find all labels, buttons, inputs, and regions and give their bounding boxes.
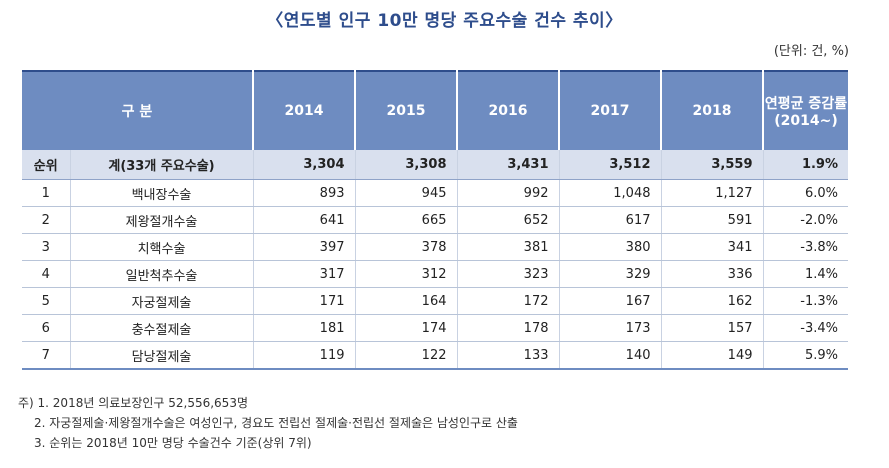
value-2016-cell: 172	[457, 287, 560, 315]
table-row: 6 충수절제술 181 174 178 173 157 -3.4%	[22, 314, 848, 342]
surgery-name-cell: 담낭절제술	[70, 341, 254, 370]
value-2016-cell: 652	[457, 206, 560, 234]
table-title: 〈연도별 인구 10만 명당 주요수술 건수 추이〉	[266, 11, 623, 31]
value-2015-cell: 378	[355, 233, 458, 261]
value-2016-cell: 178	[457, 314, 560, 342]
rank-cell: 5	[22, 287, 71, 315]
rank-cell: 3	[22, 233, 71, 261]
rank-cell: 1	[22, 179, 71, 207]
total-2018-cell: 3,559	[661, 150, 764, 180]
rank-cell: 4	[22, 260, 71, 288]
value-2018-cell: 336	[661, 260, 764, 288]
table-row: 2 제왕절개수술 641 665 652 617 591 -2.0%	[22, 206, 848, 234]
value-2017-cell: 140	[559, 341, 662, 370]
value-2015-cell: 312	[355, 260, 458, 288]
value-2016-cell: 381	[457, 233, 560, 261]
value-2014-cell: 317	[253, 260, 356, 288]
header-year-2015: 2015	[355, 71, 458, 150]
header-category: 구 분	[22, 71, 254, 150]
value-2018-cell: 591	[661, 206, 764, 234]
surgery-name-cell: 자궁절제술	[70, 287, 254, 315]
surgery-name-cell: 일반척추수술	[70, 260, 254, 288]
value-2015-cell: 945	[355, 179, 458, 207]
header-year-2017: 2017	[559, 71, 662, 150]
value-2017-cell: 617	[559, 206, 662, 234]
value-2014-cell: 171	[253, 287, 356, 315]
value-2017-cell: 1,048	[559, 179, 662, 207]
value-2016-cell: 323	[457, 260, 560, 288]
header-growth-rate: 연평균 증감률 (2014~)	[763, 71, 848, 150]
value-2018-cell: 162	[661, 287, 764, 315]
value-2018-cell: 1,127	[661, 179, 764, 207]
table-row: 1 백내장수술 893 945 992 1,048 1,127 6.0%	[22, 179, 848, 207]
table-row: 3 치핵수술 397 378 381 380 341 -3.8%	[22, 233, 848, 261]
surgery-name-cell: 치핵수술	[70, 233, 254, 261]
rank-header-cell: 순위	[22, 150, 71, 180]
table-row: 7 담낭절제술 119 122 133 140 149 5.9%	[22, 341, 848, 370]
table-row: 4 일반척추수술 317 312 323 329 336 1.4%	[22, 260, 848, 288]
surgery-name-cell: 충수절제술	[70, 314, 254, 342]
header-year-2016: 2016	[457, 71, 560, 150]
surgery-name-cell: 백내장수술	[70, 179, 254, 207]
growth-cell: -2.0%	[763, 206, 848, 234]
header-growth-rate-line1: 연평균 증감률	[764, 96, 848, 112]
value-2016-cell: 133	[457, 341, 560, 370]
value-2017-cell: 329	[559, 260, 662, 288]
growth-cell: 6.0%	[763, 179, 848, 207]
value-2014-cell: 641	[253, 206, 356, 234]
total-2015-cell: 3,308	[355, 150, 458, 180]
value-2014-cell: 181	[253, 314, 356, 342]
footnote-1: 주) 1. 2018년 의료보장인구 52,556,653명	[18, 396, 248, 410]
surgery-stats-table: 구 분 2014 2015 2016 2017 2018 연평균 증감률 (20…	[22, 70, 848, 370]
value-2017-cell: 173	[559, 314, 662, 342]
header-year-2014: 2014	[253, 71, 356, 150]
value-2014-cell: 893	[253, 179, 356, 207]
footnotes: 주) 1. 2018년 의료보장인구 52,556,653명 2. 자궁절제술·…	[18, 393, 518, 453]
value-2017-cell: 167	[559, 287, 662, 315]
rank-cell: 7	[22, 341, 71, 370]
value-2015-cell: 122	[355, 341, 458, 370]
total-2016-cell: 3,431	[457, 150, 560, 180]
growth-cell: -3.8%	[763, 233, 848, 261]
rank-cell: 6	[22, 314, 71, 342]
value-2015-cell: 164	[355, 287, 458, 315]
growth-cell: -1.3%	[763, 287, 848, 315]
value-2014-cell: 397	[253, 233, 356, 261]
growth-cell: -3.4%	[763, 314, 848, 342]
total-growth-cell: 1.9%	[763, 150, 848, 180]
header-year-2018: 2018	[661, 71, 764, 150]
growth-cell: 5.9%	[763, 341, 848, 370]
total-row: 순위 계(33개 주요수술) 3,304 3,308 3,431 3,512 3…	[22, 150, 848, 180]
growth-cell: 1.4%	[763, 260, 848, 288]
total-2014-cell: 3,304	[253, 150, 356, 180]
header-growth-rate-line2: (2014~)	[774, 113, 838, 129]
value-2015-cell: 665	[355, 206, 458, 234]
total-label-cell: 계(33개 주요수술)	[70, 150, 254, 180]
footnote-3: 3. 순위는 2018년 10만 명당 수술건수 기준(상위 7위)	[34, 436, 312, 450]
value-2016-cell: 992	[457, 179, 560, 207]
surgery-name-cell: 제왕절개수술	[70, 206, 254, 234]
value-2017-cell: 380	[559, 233, 662, 261]
value-2014-cell: 119	[253, 341, 356, 370]
value-2018-cell: 149	[661, 341, 764, 370]
rank-cell: 2	[22, 206, 71, 234]
value-2015-cell: 174	[355, 314, 458, 342]
header-row: 구 분 2014 2015 2016 2017 2018 연평균 증감률 (20…	[22, 71, 848, 150]
total-2017-cell: 3,512	[559, 150, 662, 180]
footnote-2: 2. 자궁절제술·제왕절개수술은 여성인구, 경요도 전립선 절제술·전립선 절…	[34, 416, 518, 430]
unit-label: (단위: 건, %)	[773, 44, 849, 59]
table-row: 5 자궁절제술 171 164 172 167 162 -1.3%	[22, 287, 848, 315]
value-2018-cell: 157	[661, 314, 764, 342]
value-2018-cell: 341	[661, 233, 764, 261]
